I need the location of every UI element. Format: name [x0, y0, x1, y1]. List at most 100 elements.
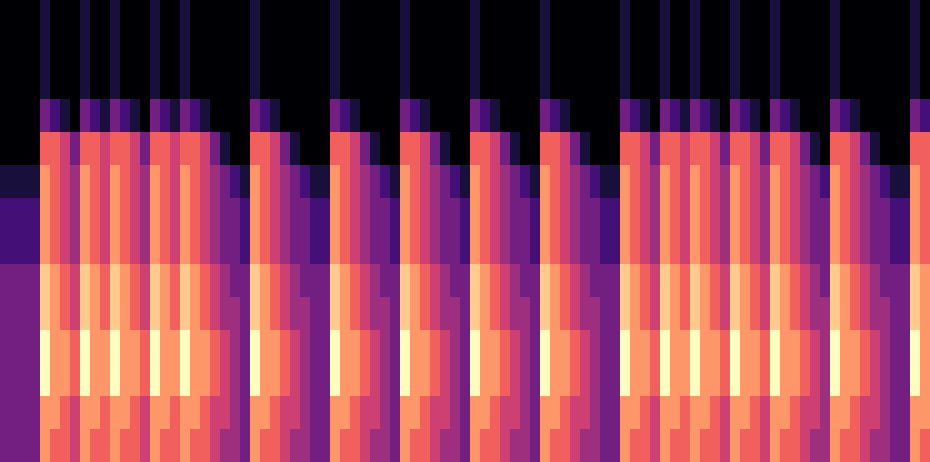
heatmap-cell	[50, 429, 61, 462]
heatmap-cell	[0, 33, 11, 67]
heatmap-cell	[220, 363, 231, 397]
heatmap-cell	[60, 297, 71, 331]
heatmap-cell	[660, 429, 671, 462]
heatmap-cell	[780, 429, 791, 462]
heatmap-cell	[540, 429, 551, 462]
heatmap-cell	[370, 198, 381, 232]
heatmap-cell	[780, 132, 791, 166]
heatmap-cell	[460, 66, 471, 100]
heatmap-cell	[790, 231, 801, 265]
heatmap-cell	[910, 396, 921, 430]
heatmap-cell	[260, 396, 271, 430]
heatmap-cell	[580, 396, 591, 430]
heatmap-cell	[270, 99, 281, 133]
heatmap-cell	[170, 264, 181, 298]
heatmap-cell	[150, 66, 161, 100]
heatmap-cell	[420, 198, 431, 232]
heatmap-cell	[650, 66, 661, 100]
heatmap-cell	[260, 231, 271, 265]
heatmap-cell	[530, 66, 541, 100]
heatmap-cell	[500, 297, 511, 331]
heatmap-cell	[870, 330, 881, 364]
heatmap-cell	[560, 297, 571, 331]
heatmap-cell	[30, 165, 41, 199]
heatmap-cell	[440, 264, 451, 298]
heatmap-cell	[640, 0, 651, 34]
heatmap-cell	[480, 363, 491, 397]
heatmap-cell	[70, 198, 81, 232]
heatmap-cell	[160, 66, 171, 100]
heatmap-cell	[700, 0, 711, 34]
heatmap-cell	[880, 0, 891, 34]
heatmap-cell	[830, 330, 841, 364]
heatmap-cell	[560, 99, 571, 133]
heatmap-cell	[510, 66, 521, 100]
heatmap-cell	[250, 198, 261, 232]
heatmap-cell	[100, 231, 111, 265]
heatmap-cell	[260, 66, 271, 100]
heatmap-cell	[50, 330, 61, 364]
heatmap-cell	[650, 198, 661, 232]
heatmap-cell	[610, 264, 621, 298]
heatmap-cell	[720, 429, 731, 462]
heatmap-cell	[670, 297, 681, 331]
heatmap-cell	[330, 165, 341, 199]
heatmap-cell	[590, 33, 601, 67]
heatmap-cell	[390, 363, 401, 397]
heatmap-cell	[460, 363, 471, 397]
heatmap-cell	[260, 132, 271, 166]
heatmap-cell	[880, 231, 891, 265]
heatmap-cell	[90, 330, 101, 364]
heatmap-cell	[610, 231, 621, 265]
heatmap-cell	[670, 429, 681, 462]
heatmap-cell	[670, 330, 681, 364]
heatmap-cell	[110, 330, 121, 364]
heatmap-cell	[780, 0, 791, 34]
heatmap-cell	[330, 363, 341, 397]
heatmap-cell	[320, 33, 331, 67]
heatmap-cell	[830, 231, 841, 265]
heatmap-cell	[370, 363, 381, 397]
heatmap-cell	[740, 330, 751, 364]
heatmap-cell	[70, 363, 81, 397]
heatmap-cell	[650, 297, 661, 331]
heatmap-cell	[850, 198, 861, 232]
heatmap-cell	[890, 396, 901, 430]
heatmap-cell	[90, 231, 101, 265]
heatmap-cell	[490, 66, 501, 100]
heatmap-cell	[200, 231, 211, 265]
heatmap-cell	[290, 33, 301, 67]
heatmap-cell	[900, 165, 911, 199]
heatmap-cell	[610, 330, 621, 364]
heatmap-cell	[600, 99, 611, 133]
heatmap-cell	[880, 429, 891, 462]
heatmap-cell	[770, 396, 781, 430]
heatmap-cell	[700, 132, 711, 166]
heatmap-cell	[410, 132, 421, 166]
heatmap-cell	[380, 330, 391, 364]
heatmap-cell	[490, 198, 501, 232]
heatmap-cell	[690, 396, 701, 430]
heatmap-cell	[720, 330, 731, 364]
heatmap-cell	[750, 429, 761, 462]
heatmap-cell	[240, 429, 251, 462]
heatmap-cell	[110, 132, 121, 166]
heatmap-cell	[310, 330, 321, 364]
heatmap-cell	[470, 33, 481, 67]
heatmap-cell	[140, 33, 151, 67]
heatmap-cell	[40, 231, 51, 265]
heatmap-cell	[250, 132, 261, 166]
heatmap-cell	[470, 297, 481, 331]
heatmap-cell	[550, 297, 561, 331]
heatmap-cell	[80, 396, 91, 430]
heatmap-cell	[420, 99, 431, 133]
heatmap-cell	[880, 165, 891, 199]
heatmap-cell	[920, 132, 930, 166]
heatmap-cell	[850, 429, 861, 462]
heatmap-cell	[0, 264, 11, 298]
heatmap-cell	[570, 66, 581, 100]
heatmap-cell	[790, 0, 801, 34]
heatmap-cell	[570, 132, 581, 166]
heatmap-cell	[220, 198, 231, 232]
heatmap-cell	[620, 231, 631, 265]
